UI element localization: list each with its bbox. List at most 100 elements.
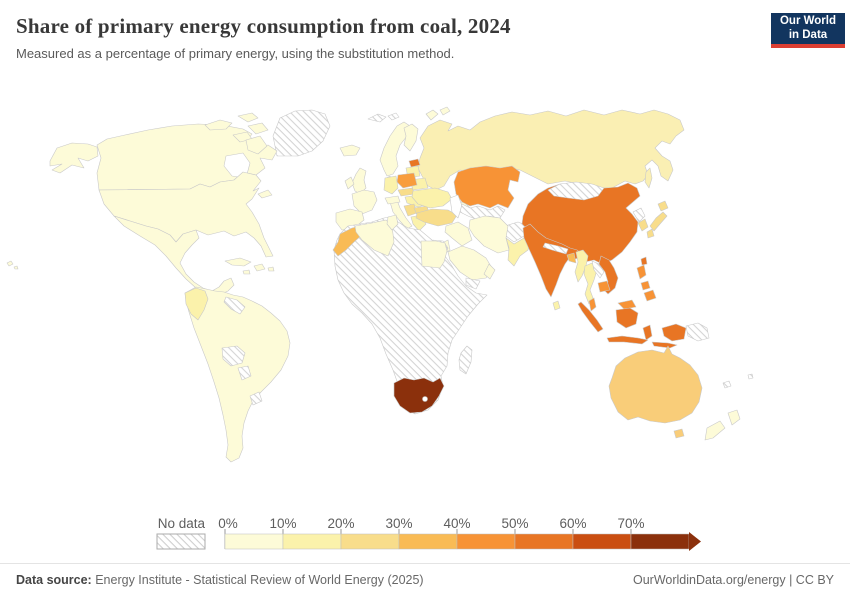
region-alaska[interactable] (49, 142, 99, 174)
region-philippines-luzon[interactable] (636, 264, 647, 280)
region-colombia[interactable] (184, 287, 209, 321)
region-kazakhstan[interactable] (453, 165, 521, 209)
region-bolivia-nodata[interactable] (221, 345, 246, 367)
region-sakhalin[interactable] (644, 167, 653, 189)
region-japan-hokkaido[interactable] (657, 200, 669, 212)
region-laos-nodata[interactable] (591, 260, 605, 279)
legend-bucket-4[interactable] (456, 533, 516, 550)
region-indonesia-west-papua[interactable] (661, 323, 687, 342)
region-japan-kyushu[interactable] (646, 228, 655, 239)
legend-no-data-label: No data (158, 516, 206, 531)
legend-bucket-0[interactable] (224, 533, 284, 550)
legend-tick-7: 70% (617, 516, 644, 531)
region-new-zealand-south[interactable] (704, 420, 726, 441)
region-cuba[interactable] (224, 257, 252, 267)
region-pakistan[interactable] (505, 237, 531, 267)
region-indonesia-java[interactable] (606, 335, 649, 345)
region-iraq-syria[interactable] (444, 221, 473, 247)
region-australia[interactable] (608, 345, 703, 424)
chart-header: Share of primary energy consumption from… (16, 14, 746, 61)
region-uzbekistan-turkmenistan-nodata[interactable] (459, 203, 506, 221)
region-jamaica[interactable] (242, 269, 251, 275)
region-tasmania[interactable] (673, 428, 685, 439)
region-indonesia-sumatra[interactable] (577, 301, 604, 333)
region-south-africa[interactable] (393, 377, 445, 414)
owid-logo[interactable]: Our World in Data (771, 13, 845, 48)
region-alps[interactable] (384, 195, 401, 205)
region-taiwan[interactable] (640, 256, 648, 266)
region-malaysia-peninsula[interactable] (588, 297, 597, 312)
region-hawaii[interactable] (6, 260, 19, 270)
region-paraguay-nodata[interactable] (237, 365, 252, 381)
region-maritimes[interactable] (257, 189, 273, 199)
region-egypt[interactable] (420, 240, 448, 269)
region-new-zealand-north[interactable] (727, 409, 741, 426)
region-finland[interactable] (403, 123, 419, 152)
region-ukraine[interactable] (411, 187, 453, 209)
data-source-text: Energy Institute - Statistical Review of… (91, 573, 424, 587)
region-algeria[interactable] (354, 219, 395, 257)
region-papua-new-guinea-nodata[interactable] (685, 322, 710, 342)
data-source: Data source: Energy Institute - Statisti… (16, 573, 424, 587)
region-africa-nodata[interactable] (333, 215, 488, 415)
region-arctic-island3[interactable] (247, 122, 269, 135)
region-greenland-nodata[interactable] (272, 109, 331, 157)
region-indonesia-lesser-sunda[interactable] (651, 341, 678, 349)
region-myanmar[interactable] (574, 249, 589, 283)
region-philippines-mindanao[interactable] (643, 289, 657, 302)
region-tunisia[interactable] (386, 214, 399, 231)
region-baffin[interactable] (245, 135, 268, 155)
region-estonia[interactable] (408, 158, 421, 168)
region-japan-honshu[interactable] (649, 211, 668, 232)
legend-bucket-2[interactable] (340, 533, 400, 550)
region-oman[interactable] (483, 263, 496, 280)
region-arctic-island1[interactable] (204, 119, 233, 131)
region-nepal-bhutan-nodata[interactable] (542, 242, 569, 255)
region-malaysia-borneo[interactable] (617, 299, 637, 310)
legend-bucket-5[interactable] (514, 533, 574, 550)
region-north-korea-nodata[interactable] (632, 207, 646, 223)
legend-no-data-swatch[interactable] (156, 533, 206, 550)
region-france[interactable] (351, 189, 378, 215)
region-philippines-visayas[interactable] (640, 280, 651, 291)
region-vietnam[interactable] (598, 255, 619, 295)
region-puerto-rico[interactable] (267, 266, 275, 272)
region-svalbard-nodata[interactable] (367, 113, 387, 123)
region-indonesia-kalimantan[interactable] (615, 307, 639, 329)
region-italy[interactable] (389, 199, 413, 230)
region-ireland[interactable] (344, 176, 355, 190)
legend-tick-6: 60% (559, 516, 586, 531)
legend-tick-1: 10% (269, 516, 296, 531)
region-new-caledonia-nodata[interactable] (722, 380, 732, 389)
legend-tick-3: 30% (385, 516, 412, 531)
region-sri-lanka[interactable] (552, 300, 561, 311)
region-iceland[interactable] (339, 144, 361, 157)
region-yemen-nodata[interactable] (465, 277, 481, 290)
region-novaya-zemlya[interactable] (425, 109, 439, 121)
region-south-america[interactable] (184, 286, 291, 463)
region-indonesia-sulawesi[interactable] (642, 324, 653, 341)
region-arctic-island2[interactable] (237, 112, 259, 123)
region-fiji-nodata[interactable] (747, 373, 754, 380)
region-iran[interactable] (468, 215, 510, 254)
region-lesotho[interactable] (422, 396, 428, 402)
region-cambodia[interactable] (597, 280, 611, 293)
region-turkey[interactable] (415, 208, 458, 227)
region-guyanas-nodata[interactable] (223, 296, 246, 315)
region-novaya-zemlya2[interactable] (439, 106, 451, 116)
region-uruguay-nodata[interactable] (249, 391, 263, 406)
region-mongolia-nodata[interactable] (547, 181, 605, 201)
region-south-korea[interactable] (637, 218, 649, 232)
region-poland[interactable] (396, 172, 418, 189)
region-germany[interactable] (383, 175, 399, 195)
region-bangladesh[interactable] (566, 252, 577, 264)
legend-bucket-7[interactable] (630, 533, 690, 550)
credit-link[interactable]: OurWorldinData.org/energy | CC BY (632, 573, 834, 587)
legend-bucket-1[interactable] (282, 533, 342, 550)
legend-bucket-6[interactable] (572, 533, 632, 550)
region-madagascar-nodata[interactable] (458, 345, 473, 375)
legend-bucket-3[interactable] (398, 533, 458, 550)
region-svalbard2-nodata[interactable] (387, 112, 400, 121)
region-hispaniola[interactable] (253, 263, 266, 272)
world-choropleth-map (0, 103, 850, 478)
